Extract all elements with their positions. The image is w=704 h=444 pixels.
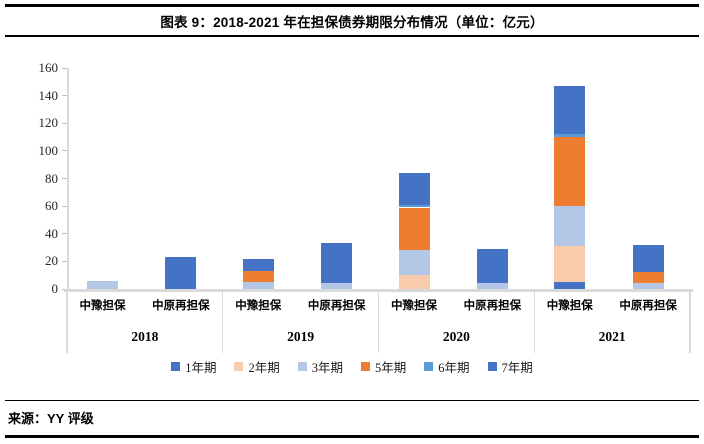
entity-label: 中原再担保 xyxy=(463,300,522,312)
source-rule xyxy=(5,400,699,402)
year-label: 2020 xyxy=(442,329,470,344)
chart-title: 图表 9：2018-2021 年在担保债券期限分布情况（单位：亿元） xyxy=(160,15,544,30)
bar-segment xyxy=(554,246,586,283)
legend-item: 7年期 xyxy=(487,357,533,376)
bar-segment xyxy=(398,204,430,208)
y-tick-mark xyxy=(62,178,67,179)
legend-swatch xyxy=(424,361,434,371)
year-label: 2021 xyxy=(598,329,626,344)
legend-item: 2年期 xyxy=(234,357,280,376)
legend-label: 6年期 xyxy=(438,360,470,375)
y-tick-label: 80 xyxy=(45,170,58,186)
bar-segment xyxy=(632,272,664,284)
legend-swatch xyxy=(487,361,497,371)
legend-label: 1年期 xyxy=(185,360,217,375)
legend-label: 7年期 xyxy=(501,360,533,375)
bar-segment xyxy=(554,85,586,135)
bar-segment xyxy=(398,207,430,251)
y-tick-label: 40 xyxy=(45,225,58,241)
group-separator xyxy=(533,289,535,353)
legend: 1年期 2年期 3年期 5年期 6年期 7年期 xyxy=(0,355,704,377)
y-tick-mark xyxy=(62,205,67,207)
y-tick-mark xyxy=(62,67,67,69)
entity-label: 中原再担保 xyxy=(152,300,210,312)
entity-label: 中豫担保 xyxy=(546,300,593,312)
bar-segment xyxy=(321,243,353,284)
bar-segment xyxy=(554,206,586,247)
y-tick-label: 120 xyxy=(38,115,59,131)
legend-item: 1年期 xyxy=(171,357,216,376)
y-tick-mark xyxy=(62,288,67,290)
legend-item: 3年期 xyxy=(297,357,343,376)
legend-swatch xyxy=(361,361,370,371)
group-separator xyxy=(689,289,691,353)
y-axis-line xyxy=(67,68,69,289)
legend-label: 3年期 xyxy=(311,360,343,375)
entity-label: 中原再担保 xyxy=(619,300,677,312)
group-separator xyxy=(377,289,380,353)
y-tick-label: 160 xyxy=(38,60,59,75)
bar-segment xyxy=(321,283,353,289)
top-rule xyxy=(5,4,699,7)
y-tick-label: 20 xyxy=(45,253,58,269)
bar-segment xyxy=(554,134,586,138)
year-label: 2018 xyxy=(131,329,159,344)
bar-segment xyxy=(165,257,197,289)
source-text: 来源：YY 评级 xyxy=(8,411,94,426)
bar-segment xyxy=(554,137,586,207)
bottom-rule xyxy=(5,435,699,438)
bar-segment xyxy=(476,248,508,284)
legend-label: 5年期 xyxy=(375,360,407,375)
bar-segment xyxy=(242,282,274,289)
bar-segment xyxy=(632,283,664,289)
bar-segment xyxy=(632,244,664,273)
y-tick-label: 60 xyxy=(45,198,58,214)
legend-item: 6年期 xyxy=(424,357,470,376)
group-separator xyxy=(222,289,224,353)
y-tick-label: 0 xyxy=(51,281,59,296)
year-label: 2019 xyxy=(287,329,315,344)
y-tick-mark xyxy=(62,95,67,97)
title-rule xyxy=(5,35,699,37)
legend-swatch xyxy=(171,361,181,371)
bar-segment xyxy=(398,172,430,205)
y-tick-label: 140 xyxy=(38,87,59,103)
entity-label: 中豫担保 xyxy=(79,300,126,312)
y-tick-mark xyxy=(62,233,67,235)
y-tick-mark xyxy=(62,150,67,152)
entity-label: 中豫担保 xyxy=(235,300,282,312)
legend-swatch xyxy=(297,361,307,371)
entity-label: 中原再担保 xyxy=(307,300,366,312)
entity-label: 中豫担保 xyxy=(391,300,437,312)
bar-segment xyxy=(476,283,508,289)
legend-label: 2年期 xyxy=(248,360,280,375)
bar-segment xyxy=(242,258,274,272)
bar-segment xyxy=(398,250,430,276)
group-separator xyxy=(66,289,68,353)
y-tick-mark xyxy=(62,122,67,124)
bar-segment xyxy=(87,280,118,289)
legend-swatch xyxy=(234,361,244,371)
bar-segment xyxy=(242,271,274,283)
y-tick-label: 100 xyxy=(38,142,59,158)
bar-segment xyxy=(554,282,586,289)
y-tick-mark xyxy=(62,260,67,262)
bar-segment xyxy=(398,275,430,289)
legend-item: 5年期 xyxy=(361,357,406,376)
